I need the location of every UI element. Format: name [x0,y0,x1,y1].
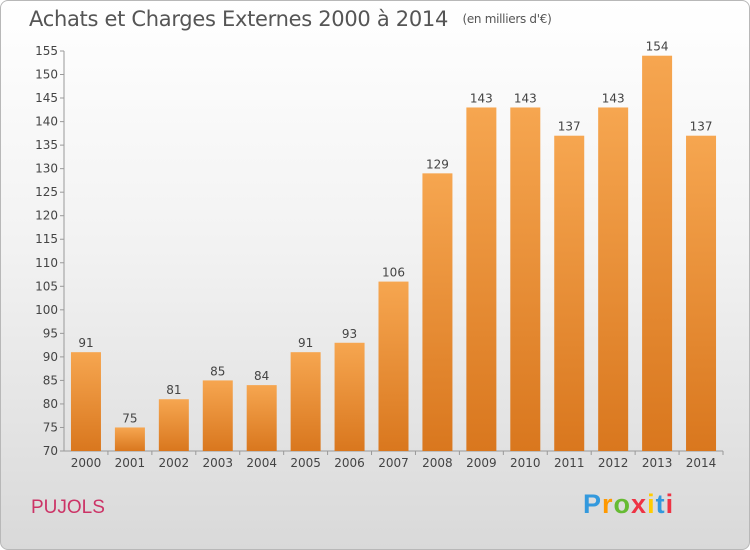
bar-2006 [334,342,365,451]
data-label-2009: 143 [470,91,493,105]
data-labels: 91 75 81 85 84 91 93 106 129 143 143 137 143 154 137 [78,40,712,426]
y-tick-label: 110 [35,256,58,270]
logo-letter: o [613,489,632,519]
y-tick-label: 70 [43,444,58,458]
x-tick-label: 2000 [71,456,102,470]
y-tick-label: 155 [35,44,58,58]
y-tick-label: 120 [35,209,58,223]
x-tick-label: 2011 [554,456,585,470]
data-label-2001: 75 [122,411,137,425]
data-label-2008: 129 [426,157,449,171]
data-label-2012: 143 [602,91,625,105]
commune-name: PUJOLS [31,497,105,518]
logo-letter: i [665,489,675,519]
y-tick-label: 100 [35,303,58,317]
bar-2000 [70,352,101,451]
x-tick-label: 2005 [290,456,321,470]
proxiti-logo[interactable]: Proxiti [583,489,674,520]
y-tick-label: 140 [35,115,58,129]
x-tick-label: 2009 [466,456,497,470]
y-tick-label: 85 [43,373,58,387]
logo-letter: x [631,489,648,519]
y-tick-label: 125 [35,185,58,199]
data-label-2011: 137 [558,120,581,134]
logo-letter: t [655,489,666,519]
bar-2011 [554,135,585,452]
y-tick-label: 115 [35,232,58,246]
x-tick-label: 2001 [115,456,146,470]
x-tick-label: 2013 [642,456,673,470]
x-tick-label: 2014 [686,456,717,470]
data-label-2005: 91 [298,336,313,350]
y-tick-label: 150 [35,68,58,82]
bar-2008 [422,173,453,451]
chart-title: Achats et Charges Externes 2000 à 2014 (… [29,7,552,31]
bar-2013 [642,55,673,452]
logo-letter: i [647,489,656,519]
data-label-2002: 81 [166,383,181,397]
x-tick-label: 2012 [598,456,629,470]
chart-title-text: Achats et Charges Externes 2000 à 2014 [29,7,449,31]
bar-2004 [246,385,277,451]
y-axis: 70 75 80 85 90 95 100 105 110 115 120 125 130 135 140 1… [35,44,65,458]
y-tick-label: 95 [43,326,58,340]
x-tick-label: 2002 [159,456,190,470]
bar-2005 [290,352,321,451]
bar-2010 [510,107,541,452]
data-label-2010: 143 [514,91,537,105]
logo-letter: r [602,489,614,519]
y-tick-label: 75 [43,420,58,434]
y-tick-label: 80 [43,397,58,411]
data-label-2006: 93 [342,327,357,341]
y-tick-label: 90 [43,350,58,364]
bar-2001 [114,427,145,451]
bar-2014 [686,135,717,452]
bar-2012 [598,107,629,452]
data-label-2014: 137 [690,120,713,134]
data-label-2007: 106 [382,266,405,280]
data-label-2000: 91 [78,336,93,350]
bar-2003 [202,380,233,451]
bars [70,55,717,452]
logo-letter: P [583,489,603,519]
x-tick-label: 2003 [202,456,233,470]
y-tick-label: 145 [35,91,58,105]
y-tick-label: 105 [35,279,58,293]
data-label-2004: 84 [254,369,269,383]
y-tick-label: 130 [35,162,58,176]
x-tick-label: 2010 [510,456,541,470]
x-tick-label: 2008 [422,456,453,470]
y-tick-label: 135 [35,138,58,152]
x-tick-label: 2007 [378,456,409,470]
bar-2007 [378,281,409,451]
data-label-2013: 154 [646,40,669,54]
bar-2009 [466,107,497,452]
x-axis: 2000 2001 2002 2003 2004 2005 2006 2007 2008 2009… [64,450,724,470]
chart-subtitle: (en milliers d'€) [462,12,552,26]
x-tick-label: 2006 [334,456,365,470]
bar-2002 [158,399,189,451]
data-label-2003: 85 [210,364,225,378]
x-tick-label: 2004 [246,456,277,470]
